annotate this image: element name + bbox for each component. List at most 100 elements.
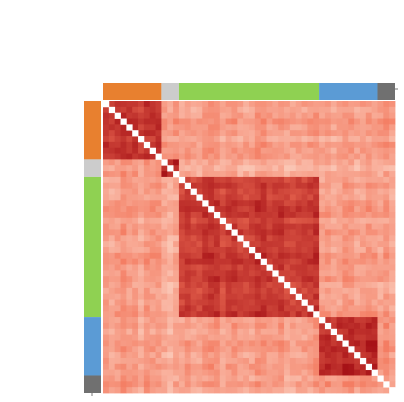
heatmap-cell (161, 182, 168, 189)
heatmap-cell (190, 247, 197, 254)
heatmap-cell (243, 223, 250, 230)
heatmap-cell (266, 159, 273, 166)
heatmap-cell (184, 112, 191, 119)
heatmap-cell (254, 381, 262, 388)
heatmap-cell (143, 317, 151, 324)
heatmap-cell (377, 101, 384, 108)
heatmap-cell (266, 387, 273, 394)
heatmap-cell (138, 223, 145, 230)
heatmap-cell (254, 311, 262, 318)
heatmap-cell (149, 387, 156, 394)
heatmap-cell (161, 276, 168, 283)
heatmap-cell (208, 293, 215, 300)
heatmap-diagonal-cell (167, 165, 174, 172)
heatmap-cell (330, 346, 337, 353)
heatmap-cell (155, 165, 162, 172)
heatmap-cell (371, 252, 378, 260)
heatmap-cell (231, 317, 238, 324)
heatmap-cell (342, 118, 349, 125)
heatmap-cell (307, 176, 314, 184)
heatmap-cell (149, 159, 156, 166)
heatmap-cell (359, 141, 367, 149)
heatmap-cell (371, 182, 378, 189)
heatmap-cell (319, 352, 326, 359)
heatmap-cell (184, 293, 191, 300)
heatmap-cell (348, 252, 355, 260)
heatmap-cell (202, 352, 209, 359)
heatmap-cell (132, 276, 139, 283)
heatmap-cell (103, 241, 110, 248)
heatmap-cell (213, 328, 221, 335)
heatmap-cell (377, 346, 384, 353)
heatmap-cell (342, 328, 349, 335)
heatmap-cell (365, 375, 373, 382)
heatmap-cell (289, 200, 297, 207)
heatmap-cell (330, 235, 337, 242)
heatmap-cell (278, 311, 285, 318)
heatmap-cell (342, 229, 349, 236)
heatmap-cell (190, 375, 197, 382)
heatmap-cell (377, 118, 384, 125)
heatmap-cell (178, 223, 186, 230)
heatmap-cell (278, 328, 285, 335)
heatmap-cell (324, 136, 332, 143)
heatmap-cell (225, 247, 232, 254)
heatmap-cell (243, 352, 250, 359)
heatmap-cell (354, 112, 361, 119)
heatmap-cell (108, 136, 116, 143)
heatmap-cell (213, 101, 221, 108)
heatmap-cell (190, 369, 197, 376)
heatmap-cell (173, 194, 180, 201)
heatmap-cell (138, 369, 145, 376)
heatmap-cell (243, 334, 250, 341)
heatmap-cell (336, 241, 343, 248)
heatmap-cell (143, 375, 151, 382)
heatmap-cell (254, 276, 262, 283)
heatmap-cell (365, 241, 373, 248)
heatmap-cell (272, 241, 279, 248)
heatmap-cell (278, 229, 285, 236)
heatmap-cell (196, 153, 203, 160)
heatmap-cell (383, 229, 390, 236)
heatmap-cell (149, 375, 156, 382)
heatmap-cell (132, 211, 139, 219)
heatmap-cell (143, 118, 151, 125)
heatmap-cell (202, 194, 209, 201)
heatmap-cell (190, 276, 197, 283)
heatmap-cell (173, 106, 180, 114)
heatmap-cell (184, 387, 191, 394)
heatmap-cell (266, 334, 273, 341)
heatmap-cell (266, 247, 273, 254)
heatmap-cell (213, 206, 221, 213)
heatmap-cell (208, 340, 215, 347)
heatmap-cell (103, 136, 110, 143)
heatmap-cell (237, 375, 244, 382)
heatmap-cell (143, 247, 151, 254)
heatmap-cell (149, 235, 156, 242)
heatmap-cell (190, 153, 197, 160)
heatmap-cell (295, 287, 302, 295)
heatmap-cell (184, 101, 191, 108)
heatmap-cell (289, 369, 297, 376)
heatmap-cell (266, 322, 273, 330)
heatmap-cell (289, 258, 297, 265)
heatmap-cell (202, 346, 209, 353)
heatmap-cell (161, 282, 168, 289)
heatmap-cell (225, 287, 232, 295)
heatmap-cell (132, 159, 139, 166)
heatmap-cell (371, 357, 378, 365)
heatmap-cell (249, 147, 256, 154)
heatmap-cell (155, 118, 162, 125)
heatmap-cell (383, 387, 390, 394)
heatmap-cell (120, 346, 127, 353)
heatmap-cell (243, 247, 250, 254)
heatmap-cell (231, 124, 238, 131)
heatmap-cell (272, 305, 279, 312)
heatmap-cell (354, 340, 361, 347)
heatmap-cell (389, 357, 396, 365)
heatmap-cell (359, 118, 367, 125)
heatmap-cell (161, 223, 168, 230)
heatmap-cell (324, 235, 332, 242)
heatmap-cell (155, 124, 162, 131)
heatmap-cell (213, 340, 221, 347)
